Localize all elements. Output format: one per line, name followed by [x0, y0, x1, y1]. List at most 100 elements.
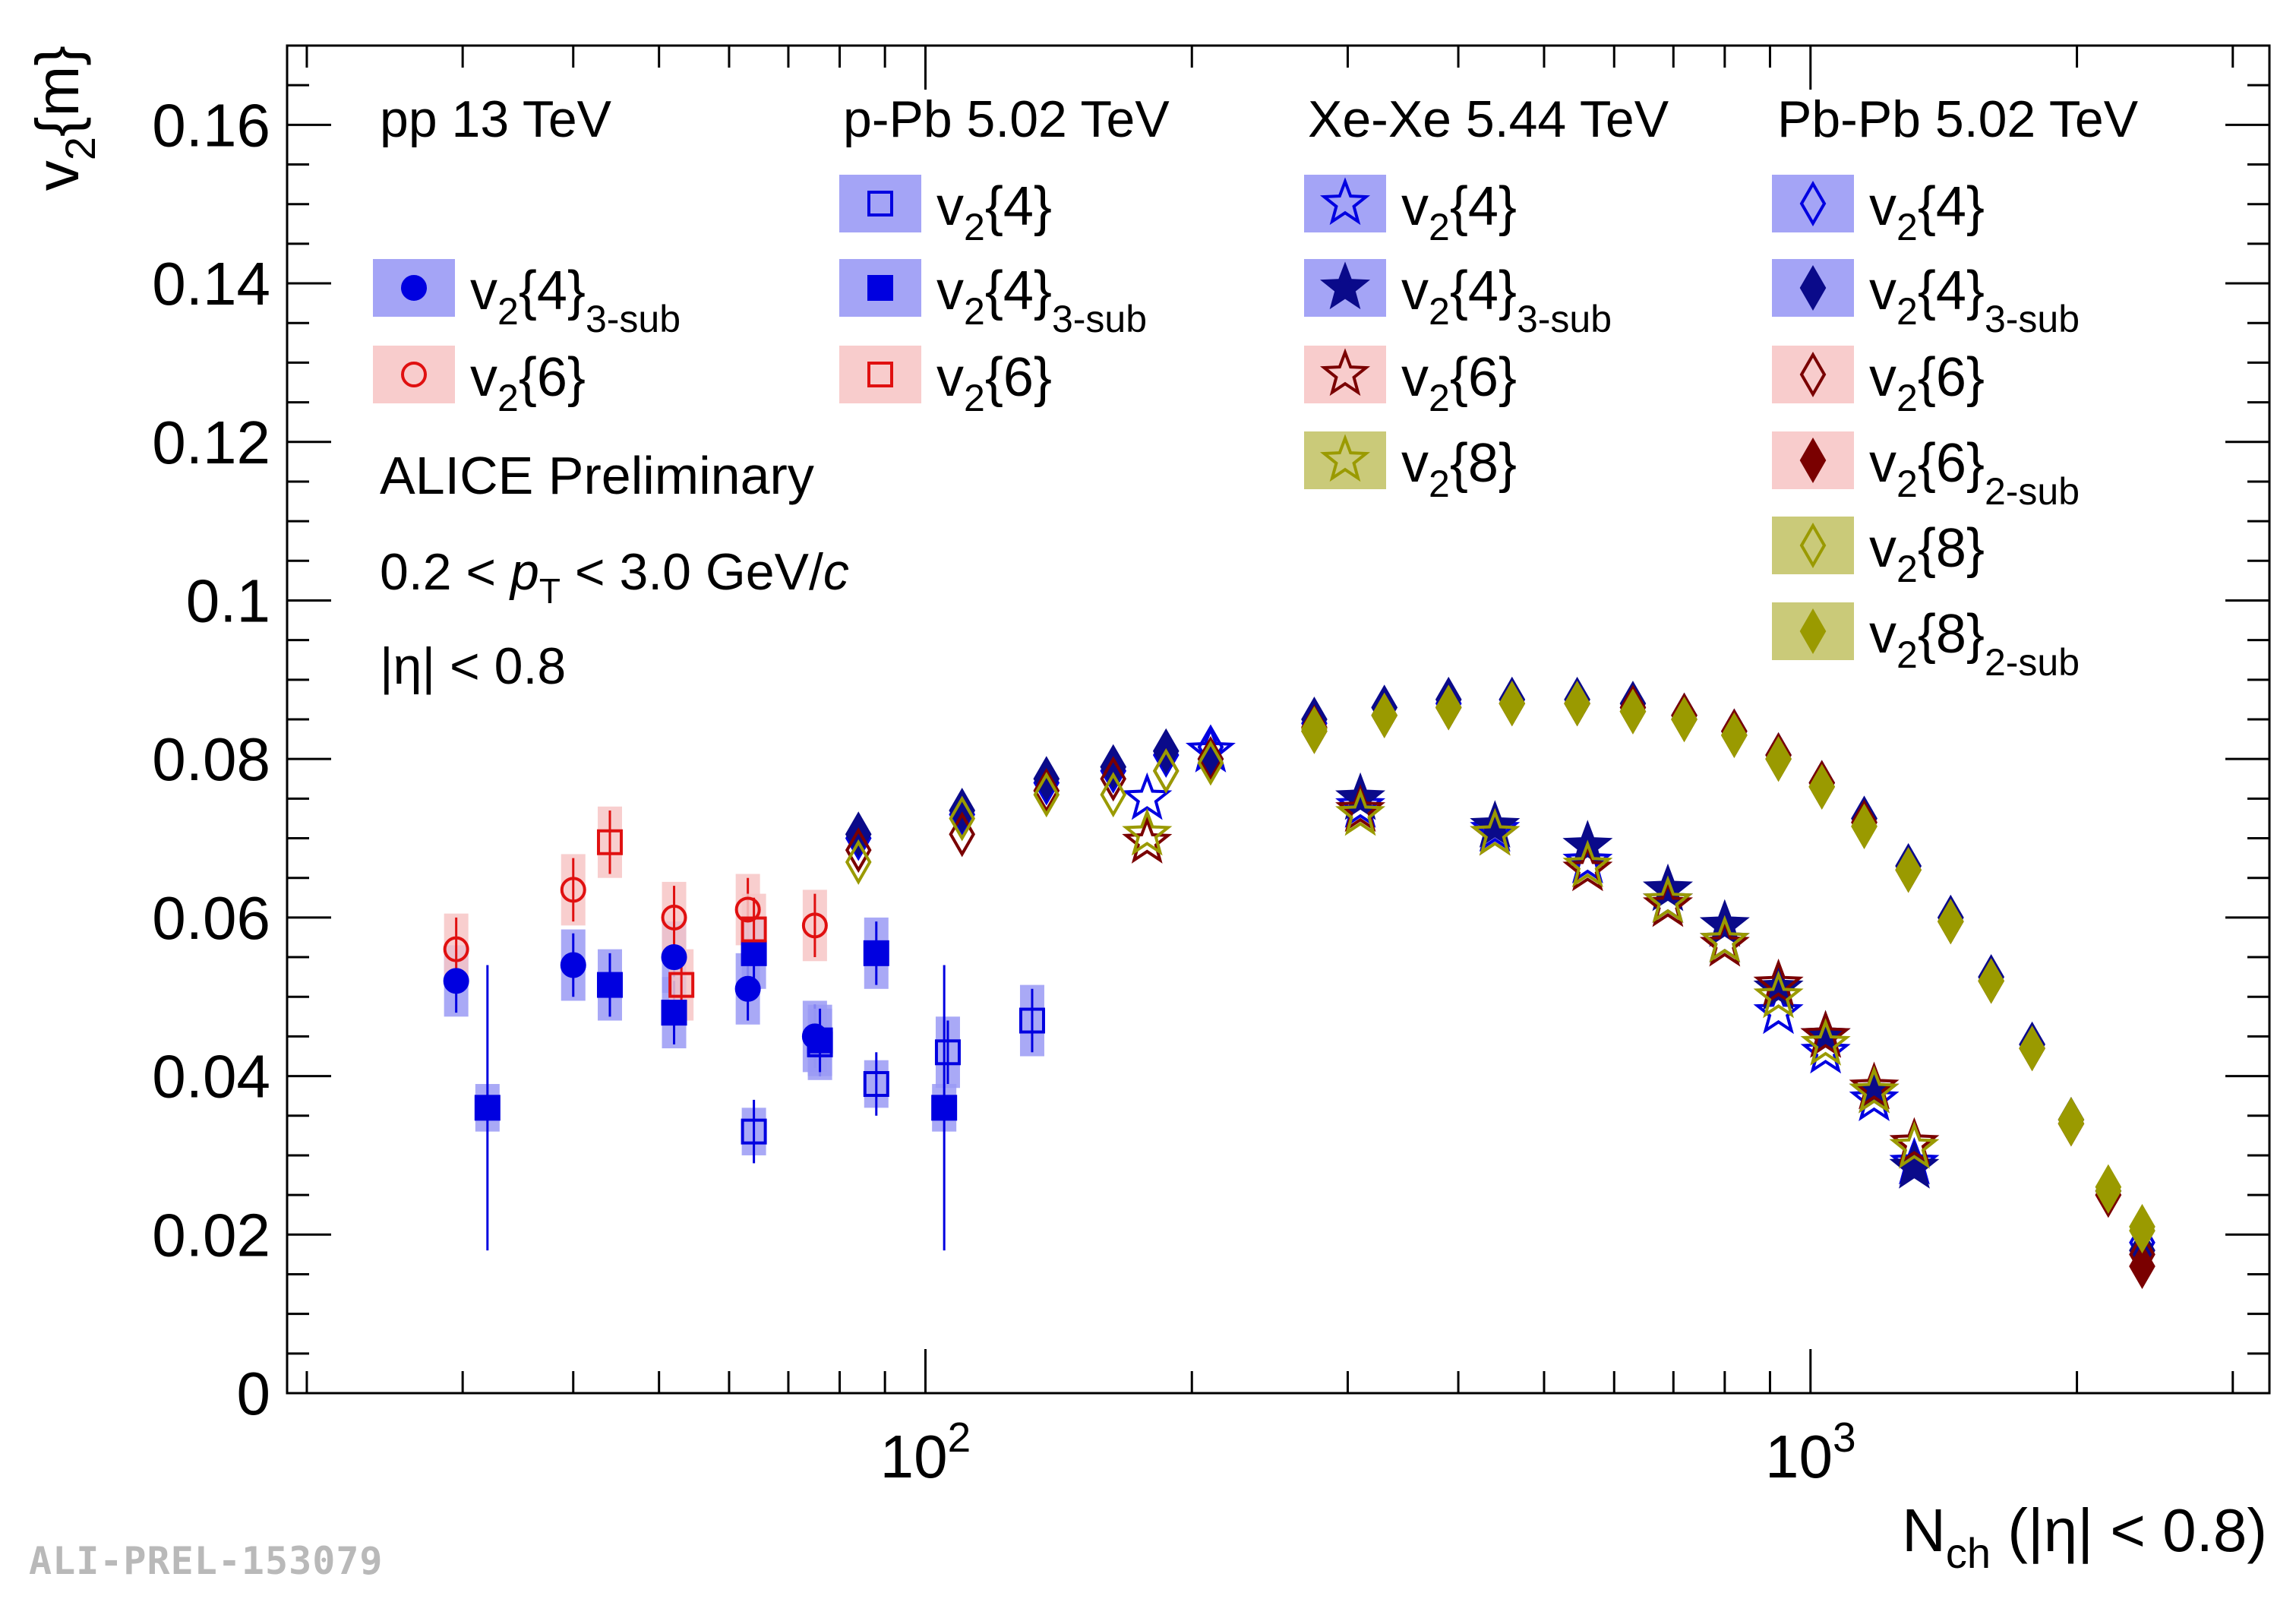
data-point: [596, 972, 623, 998]
legend-label-subscript: 3-sub: [1985, 298, 2080, 340]
data-point: [1800, 1025, 1851, 1074]
legend-marker: [867, 275, 893, 301]
legend-swatch: [373, 346, 455, 403]
pt-cut-post: < 3.0 GeV/: [561, 543, 823, 601]
annotations: pp 13 TeV p-Pb 5.02 TeV Xe-Xe 5.44 TeV Pb-P…: [380, 90, 2139, 695]
legend-label-sub: 2: [1896, 634, 1918, 676]
x-tick-base: 10: [880, 1423, 948, 1490]
legend-label-tail: {6}: [1918, 347, 1985, 408]
data-point: [1849, 1065, 1900, 1114]
legend-label-subscript: 3-sub: [1517, 298, 1612, 340]
legend-label-base: v: [1869, 347, 1896, 408]
y-axis-title: v2{m}: [24, 46, 104, 191]
legend-label: v2{4}3-sub: [1401, 261, 1612, 340]
legend-marker: [401, 362, 427, 387]
data-point: [1564, 681, 1590, 727]
data-point: [661, 944, 687, 971]
legend-label-tail: {8}: [1918, 604, 1985, 665]
data-point: [931, 1095, 958, 1121]
legend-label-tail: {6}: [519, 347, 586, 408]
legend-label-tail: {4}: [1918, 261, 1985, 321]
data-point: [1033, 767, 1060, 814]
legend-label-tail: {4}: [1450, 261, 1517, 321]
legend-label: v2{6}2-sub: [1869, 433, 2080, 513]
data-point: [1435, 684, 1462, 731]
legend-label: v2{8}: [1869, 518, 1985, 590]
data-point: [2095, 1164, 2122, 1210]
experiment-label: ALICE Preliminary: [380, 446, 814, 505]
legend-swatch: [839, 346, 921, 403]
legend-label-sub: 2: [1896, 548, 1918, 590]
legend-swatch: [839, 175, 921, 232]
data-point: [443, 968, 469, 994]
data-point: [1335, 780, 1386, 828]
legend-label-tail: {4}: [985, 176, 1052, 237]
legend-label: v2{6}: [936, 347, 1052, 419]
data-point: [1849, 1073, 1900, 1122]
x-axis-title-tail: (|η| < 0.8): [1991, 1496, 2267, 1564]
data-point: [1371, 692, 1398, 738]
data-point: [1765, 736, 1792, 782]
watermark: ALI-PREL-153079: [29, 1539, 384, 1583]
legend-label-sub: 2: [964, 206, 985, 248]
data-point: [1197, 736, 1224, 782]
data-point: [1152, 747, 1180, 794]
legend-label-tail: {4}: [1918, 176, 1985, 237]
x-tick-base: 10: [1765, 1423, 1833, 1490]
legend-label-base: v: [1401, 347, 1429, 408]
data-point: [1122, 772, 1173, 820]
data-point: [1808, 763, 1836, 810]
y-tick-label: 0.06: [152, 884, 270, 952]
legend-marker: [1319, 348, 1371, 397]
legend-label-subscript: 3-sub: [586, 298, 681, 340]
data-point: [1889, 1117, 1940, 1165]
legend-header: Xe-Xe 5.44 TeV: [1308, 90, 1669, 148]
plot-frame: [286, 44, 2271, 1395]
data-point: [734, 975, 761, 1002]
data-point: [1753, 970, 1804, 1019]
data-point: [1033, 772, 1060, 818]
legend-label: v2{6}: [1401, 347, 1517, 419]
legend-header: p-Pb 5.02 TeV: [843, 90, 1170, 148]
legend-label-tail: {6}: [985, 347, 1052, 408]
legend-label-base: v: [470, 347, 497, 408]
legend-label-tail: {6}: [1450, 347, 1517, 408]
pt-cut-c: c: [823, 543, 849, 601]
data-point: [1938, 899, 1964, 945]
y-axis-title-tail: {m}: [24, 46, 91, 137]
data-point: [863, 940, 889, 966]
legend-label-sub: 2: [1429, 377, 1450, 419]
data-point: [1562, 839, 1613, 888]
legend: v2{4}3-subv2{6}v2{4}v2{4}3-subv2{6}v2{4}…: [373, 175, 2080, 684]
x-axis-title-sub: ch: [1946, 1529, 1991, 1577]
data-point: [661, 904, 687, 931]
data-point: [1889, 1120, 1940, 1169]
legend-label-sub: 2: [964, 290, 985, 333]
data-point: [661, 1000, 687, 1026]
legend-label-sub: 2: [1429, 290, 1450, 333]
legend-marker: [867, 362, 893, 387]
data-point: [1100, 772, 1127, 818]
data-point: [1642, 875, 1694, 924]
legend-label-sub: 2: [1429, 463, 1450, 505]
data-point: [2019, 1025, 2045, 1072]
legend-label-subscript: 2-sub: [1985, 641, 2080, 684]
y-axis-title-sub: 2: [56, 137, 104, 160]
legend-label-tail: {4}: [1450, 176, 1517, 237]
legend-label-base: v: [1869, 604, 1896, 665]
data-point: [1470, 800, 1521, 848]
legend-label-base: v: [1401, 176, 1429, 237]
data-point: [1978, 958, 2004, 1004]
data-point: [1895, 847, 1922, 893]
legend-label-base: v: [936, 176, 964, 237]
legend-label: v2{4}3-sub: [470, 261, 681, 340]
data-point: [474, 1095, 501, 1121]
legend-marker: [1799, 437, 1827, 484]
legend-label-tail: {4}: [519, 261, 586, 321]
y-tick-label: 0.08: [152, 725, 270, 793]
x-axis-title: Nch (|η| < 0.8): [1902, 1496, 2267, 1577]
legend-marker: [1319, 177, 1371, 226]
legend-marker: [1319, 261, 1371, 310]
legend-label-sub: 2: [1896, 206, 1918, 248]
